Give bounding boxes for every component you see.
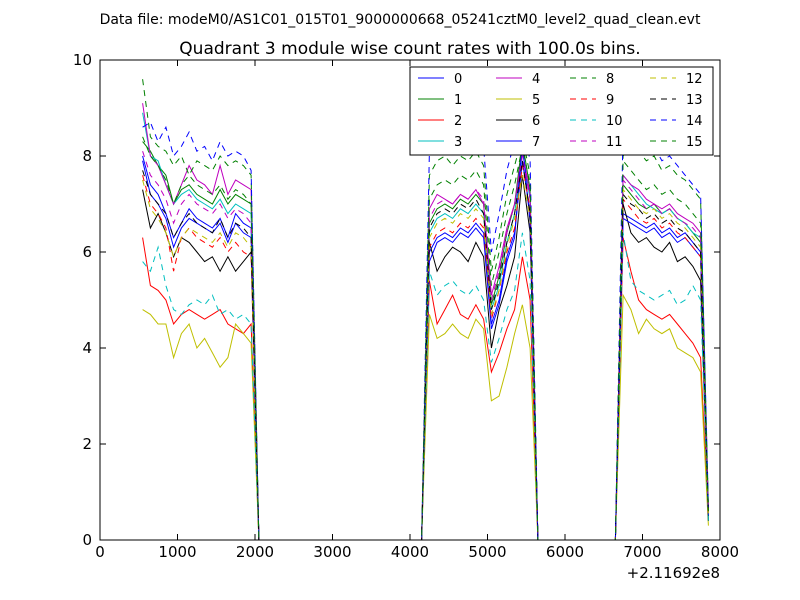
x-offset-label: +2.11692e8 — [627, 564, 720, 582]
y-tick-label: 2 — [82, 435, 92, 453]
series-line-8 — [142, 79, 709, 540]
x-tick-label: 6000 — [546, 543, 584, 561]
y-tick-label: 6 — [82, 243, 92, 261]
legend-label-7: 7 — [532, 135, 540, 150]
y-tick-label: 0 — [82, 531, 92, 549]
y-tick-label: 8 — [82, 147, 92, 165]
legend-label-1: 1 — [454, 93, 462, 108]
series-line-13 — [142, 160, 709, 540]
series-line-5 — [142, 293, 709, 540]
legend-label-5: 5 — [532, 93, 540, 108]
series-line-14 — [142, 120, 709, 540]
x-axis: 0 1000 2000 3000 4000 5000 6000 7000 8000 — [95, 60, 739, 561]
x-tick-label: 4000 — [391, 543, 429, 561]
series-layer — [142, 79, 709, 540]
legend-label-13: 13 — [686, 93, 703, 108]
x-tick-label: 0 — [95, 543, 105, 561]
chart-title: Quadrant 3 module wise count rates with … — [179, 39, 640, 59]
legend-label-15: 15 — [686, 135, 703, 150]
legend-label-14: 14 — [686, 114, 703, 129]
legend-label-2: 2 — [454, 114, 462, 129]
series-line-9 — [142, 165, 709, 540]
legend-label-8: 8 — [606, 72, 614, 87]
y-tick-label: 10 — [73, 51, 92, 69]
legend-label-10: 10 — [606, 114, 623, 129]
legend-label-0: 0 — [454, 72, 462, 87]
series-line-10 — [142, 232, 709, 540]
legend-label-3: 3 — [454, 135, 462, 150]
legend-label-4: 4 — [532, 72, 540, 87]
series-line-15 — [142, 136, 709, 540]
legend-label-6: 6 — [532, 114, 540, 129]
legend-frame — [409, 66, 714, 156]
x-tick-label: 3000 — [313, 543, 351, 561]
legend-label-11: 11 — [606, 135, 623, 150]
x-tick-label: 7000 — [623, 543, 661, 561]
x-tick-label: 8000 — [701, 543, 739, 561]
x-tick-label: 2000 — [236, 543, 274, 561]
legend-label-12: 12 — [686, 72, 703, 87]
figure-suptitle: Data file: modeM0/AS1C01_015T01_90000006… — [100, 12, 701, 28]
x-tick-label: 5000 — [468, 543, 506, 561]
y-tick-label: 4 — [82, 339, 92, 357]
legend-label-9: 9 — [606, 93, 614, 108]
x-tick-label: 1000 — [158, 543, 196, 561]
